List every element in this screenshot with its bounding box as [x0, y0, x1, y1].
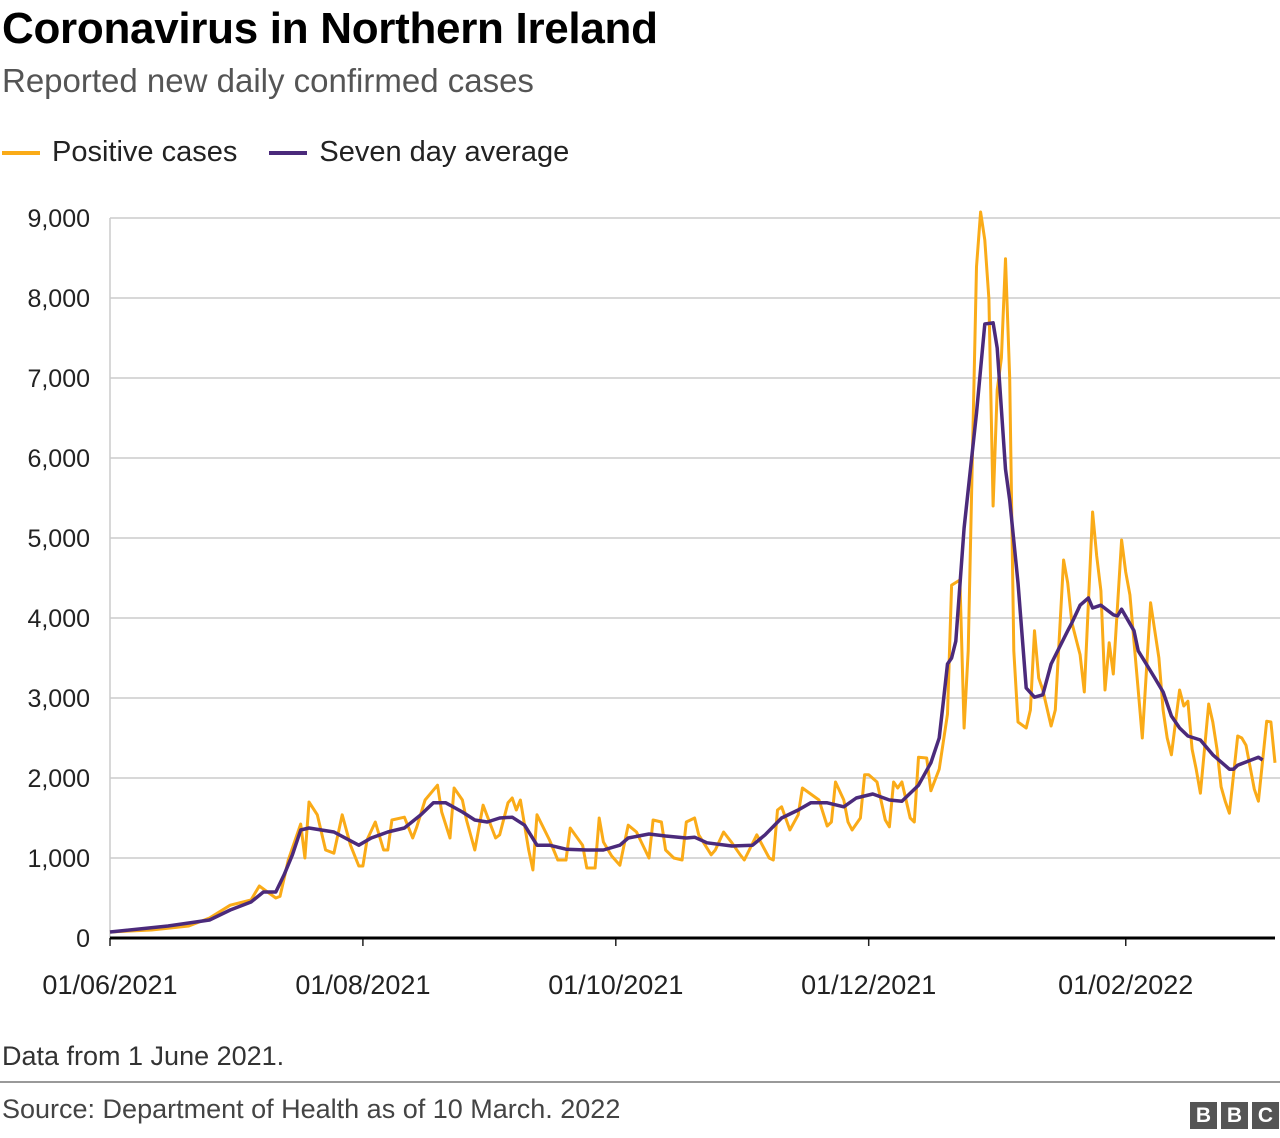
legend-item-seven-day-average: Seven day average	[269, 136, 569, 169]
y-tick-label: 6,000	[27, 445, 90, 473]
legend-label: Positive cases	[52, 136, 238, 168]
legend: Positive cases Seven day average	[2, 136, 601, 169]
x-tick-label: 01/10/2021	[548, 970, 683, 1000]
y-tick-label: 4,000	[27, 605, 90, 633]
x-tick-label: 01/12/2021	[801, 970, 936, 1000]
series-line-positive-cases	[109, 210, 1277, 934]
y-tick-label: 3,000	[27, 685, 90, 713]
x-tick-label: 01/02/2022	[1058, 970, 1193, 1000]
y-tick-label: 9,000	[27, 205, 90, 233]
y-tick-label: 7,000	[27, 365, 90, 393]
legend-item-positive-cases: Positive cases	[2, 136, 237, 169]
source-text: Source: Department of Health as of 10 Ma…	[2, 1094, 621, 1124]
legend-swatch-positive-cases	[2, 150, 40, 155]
legend-swatch-seven-day-average	[269, 150, 308, 155]
series-line-seven-day-average	[109, 321, 1264, 934]
chart-subtitle: Reported new daily confirmed cases	[2, 62, 534, 99]
footnote: Data from 1 June 2021.	[2, 1041, 285, 1071]
y-tick-label: 8,000	[27, 285, 90, 313]
chart-title: Coronavirus in Northern Ireland	[2, 4, 658, 53]
y-tick-label: 0	[76, 925, 90, 953]
y-tick-label: 2,000	[27, 765, 90, 793]
x-tick-label: 01/06/2021	[42, 970, 177, 1000]
x-tick-label: 01/08/2021	[295, 970, 430, 1000]
divider	[0, 1081, 1280, 1083]
legend-label: Seven day average	[319, 136, 570, 168]
y-tick-label: 1,000	[27, 845, 90, 873]
y-tick-label: 5,000	[27, 525, 90, 553]
